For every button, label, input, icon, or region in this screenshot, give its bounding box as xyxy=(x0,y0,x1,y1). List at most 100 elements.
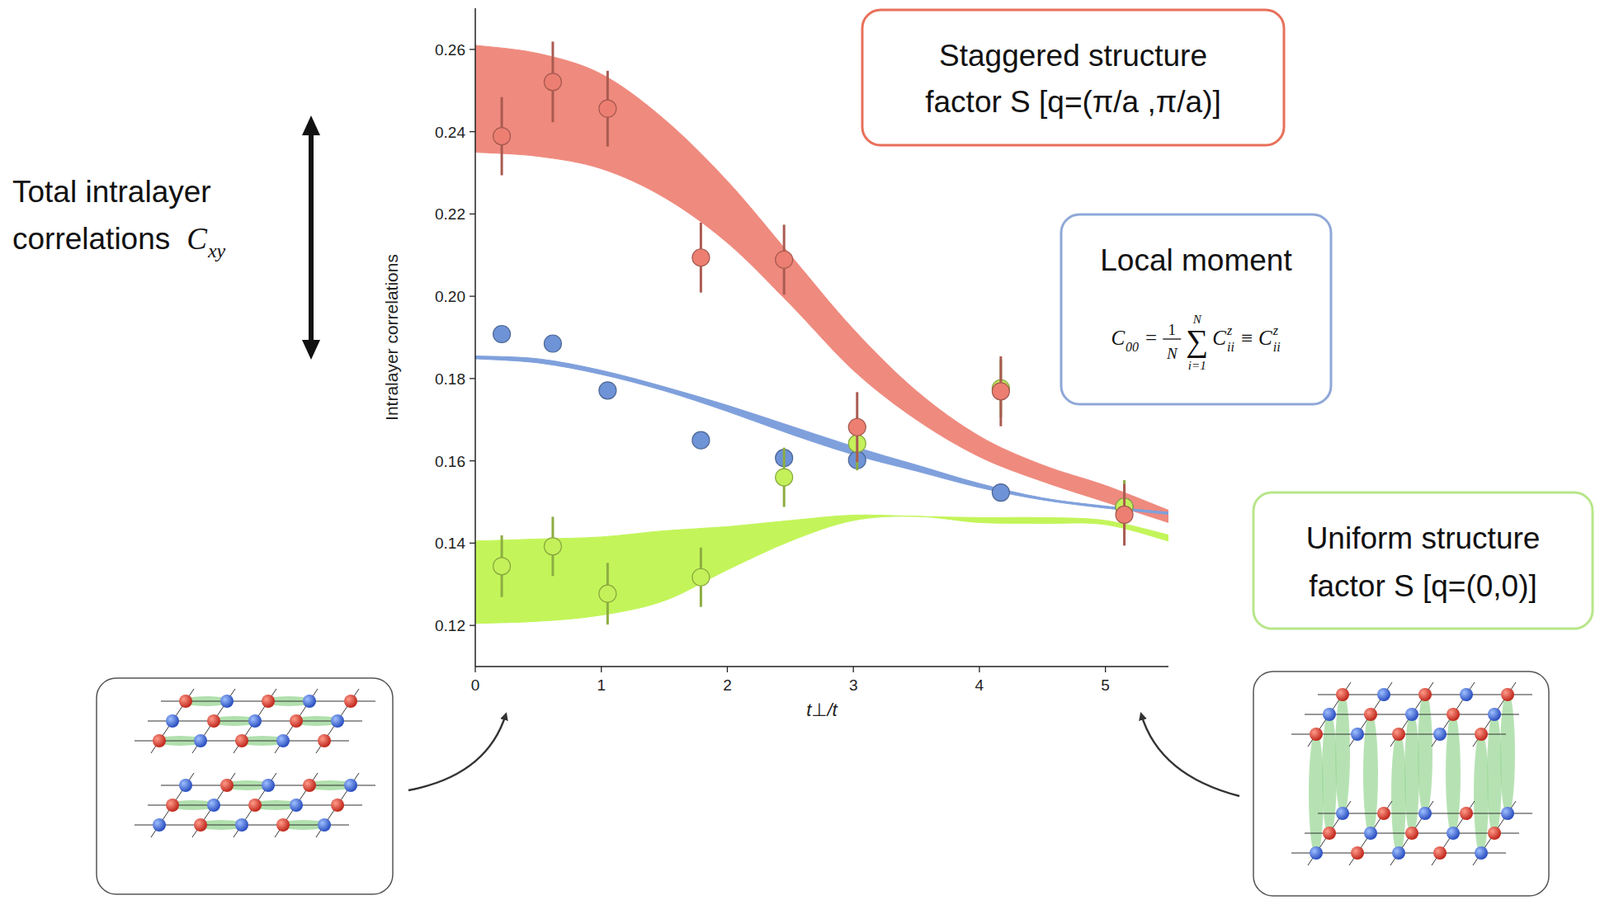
spin xyxy=(1418,688,1432,702)
formula-part: 1 xyxy=(1167,320,1176,339)
inset-frame xyxy=(1253,671,1549,897)
y-tick-label: 0.26 xyxy=(434,41,466,59)
spin xyxy=(1487,707,1501,722)
y-tick-label: 0.24 xyxy=(434,123,466,142)
formula-part: z xyxy=(1272,323,1280,338)
y-axis-title: Intralayer correlations xyxy=(382,254,402,421)
lattice-line xyxy=(233,773,277,838)
annotation-symbol: C xyxy=(186,221,208,256)
lattice-line xyxy=(1472,682,1516,747)
spin xyxy=(1335,688,1350,702)
spin xyxy=(1309,846,1323,860)
pair xyxy=(1391,731,1407,857)
lattice-line xyxy=(274,773,318,838)
x-tick xyxy=(726,666,728,673)
lattice-line xyxy=(1472,801,1516,866)
spin xyxy=(1446,707,1460,722)
staggered-box xyxy=(862,9,1284,146)
y-tick-label: 0.16 xyxy=(434,453,466,471)
spin xyxy=(261,778,275,793)
spin xyxy=(1309,727,1323,742)
spin xyxy=(220,694,234,708)
data-point xyxy=(493,557,511,576)
y-tick xyxy=(469,377,476,379)
spin xyxy=(1364,826,1378,841)
y-tick-label: 0.12 xyxy=(434,617,466,635)
data-point xyxy=(692,249,710,267)
fraction-bar xyxy=(1162,338,1181,340)
data-point xyxy=(543,73,562,91)
pair xyxy=(1417,691,1433,817)
y-tick xyxy=(469,460,476,462)
annotation-symbol: xy xyxy=(207,240,227,262)
theory-band xyxy=(475,514,1169,624)
formula-part: C xyxy=(1110,326,1125,350)
arrow-head xyxy=(302,339,321,360)
spin xyxy=(1459,807,1473,821)
x-axis-title: t⊥/t xyxy=(806,699,838,721)
pair xyxy=(1486,711,1502,837)
data-point xyxy=(991,382,1010,401)
pair xyxy=(1473,731,1489,857)
pair xyxy=(1500,691,1516,817)
lattice-line xyxy=(1431,682,1475,747)
inset xyxy=(1253,671,1549,897)
x-tick xyxy=(474,666,476,673)
spin xyxy=(276,734,290,748)
spin xyxy=(1405,826,1419,841)
lattice-line xyxy=(316,689,359,754)
x-tick xyxy=(600,666,602,673)
arrow-head xyxy=(302,115,321,136)
spin xyxy=(1418,807,1432,821)
formula-part: N xyxy=(1192,312,1203,326)
y-tick-label: 0.14 xyxy=(434,534,466,553)
spin xyxy=(330,798,345,812)
formula-part: ii xyxy=(1227,339,1235,354)
data-point xyxy=(775,468,793,487)
y-tick xyxy=(469,213,476,215)
spin xyxy=(1474,846,1488,860)
spin xyxy=(248,714,262,728)
spin xyxy=(165,714,180,728)
data-point xyxy=(775,250,793,269)
double-arrow xyxy=(308,132,314,344)
pair xyxy=(1363,711,1379,837)
x-axis xyxy=(475,665,1169,668)
uniform-box xyxy=(1253,492,1593,629)
x-tick-label: 3 xyxy=(849,676,859,694)
data-point xyxy=(599,585,617,603)
spin xyxy=(276,818,290,832)
spin xyxy=(302,694,317,708)
spin xyxy=(193,734,208,748)
x-tick xyxy=(853,666,855,673)
data-point xyxy=(692,431,710,449)
spin xyxy=(152,818,166,832)
spin xyxy=(1459,688,1473,702)
x-tick-label: 2 xyxy=(722,676,732,694)
pointer-arrow xyxy=(408,714,506,791)
local-moment-box xyxy=(1061,214,1331,405)
lattice-line xyxy=(1349,682,1393,747)
y-tick xyxy=(469,295,476,297)
formula: C00=1N∑Ni=1Czii≡Czii xyxy=(1110,312,1280,373)
lattice-line xyxy=(274,689,318,754)
spin xyxy=(193,818,208,832)
series xyxy=(493,359,1133,625)
spin xyxy=(1322,707,1336,722)
spin xyxy=(317,734,331,748)
y-tick xyxy=(469,542,476,544)
spin xyxy=(289,798,303,812)
lattice-line xyxy=(233,689,277,754)
spin xyxy=(1474,727,1488,742)
y-tick xyxy=(469,131,476,133)
x-tick-label: 4 xyxy=(975,676,985,694)
spin xyxy=(207,714,221,728)
pair xyxy=(1445,711,1461,837)
formula-part: ∑ xyxy=(1185,323,1209,359)
spin xyxy=(1364,707,1378,722)
lattice-line xyxy=(1390,801,1434,866)
spin xyxy=(152,734,166,748)
formula-part: N xyxy=(1165,344,1179,363)
spin xyxy=(165,798,180,812)
pointer-arrow xyxy=(1141,714,1240,797)
